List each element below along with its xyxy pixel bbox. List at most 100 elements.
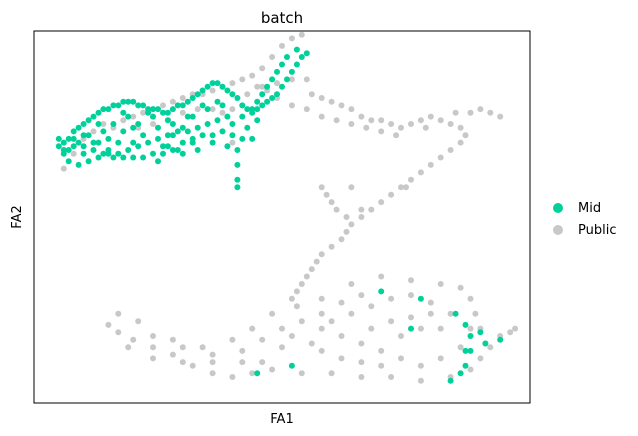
point-mid xyxy=(75,124,82,131)
point-public xyxy=(318,325,325,332)
point-public xyxy=(408,277,414,284)
point-public xyxy=(338,236,345,243)
point-public xyxy=(422,124,429,131)
point-public xyxy=(427,299,434,306)
point-public xyxy=(209,106,216,113)
point-public xyxy=(368,206,375,213)
point-public xyxy=(120,117,127,124)
point-public xyxy=(279,325,285,332)
point-mid xyxy=(120,154,127,161)
point-public xyxy=(328,318,335,325)
point-mid xyxy=(140,102,147,109)
point-public xyxy=(437,281,444,287)
point-public xyxy=(408,121,414,127)
point-public xyxy=(427,161,434,168)
point-public xyxy=(378,199,385,206)
point-mid xyxy=(169,132,176,139)
point-public xyxy=(338,333,345,339)
point-mid xyxy=(105,106,112,113)
point-public xyxy=(150,121,156,127)
point-public xyxy=(298,31,305,38)
point-mid xyxy=(274,91,280,98)
point-public xyxy=(457,124,464,131)
chart-title: batch xyxy=(261,9,303,27)
point-mid xyxy=(209,80,216,87)
point-mid xyxy=(417,295,424,302)
point-public xyxy=(313,258,320,265)
point-public xyxy=(388,374,395,380)
point-mid xyxy=(90,147,97,153)
point-public xyxy=(457,344,464,351)
point-public xyxy=(343,228,350,235)
point-public xyxy=(303,106,310,113)
points-layer xyxy=(55,31,519,384)
point-mid xyxy=(303,50,310,57)
point-mid xyxy=(110,121,117,127)
legend-item-mid: Mid xyxy=(549,197,616,219)
point-public xyxy=(358,113,365,120)
point-public xyxy=(259,336,266,343)
point-mid xyxy=(85,117,92,124)
point-mid xyxy=(462,321,469,328)
point-mid xyxy=(264,83,271,90)
point-public xyxy=(437,117,444,124)
point-mid xyxy=(234,147,241,153)
point-public xyxy=(437,154,444,161)
point-mid xyxy=(75,161,82,168)
point-public xyxy=(393,132,400,139)
point-public xyxy=(333,117,340,124)
point-mid xyxy=(130,98,137,105)
point-mid xyxy=(447,377,454,384)
point-public xyxy=(323,191,330,198)
point-mid xyxy=(155,135,161,142)
point-public xyxy=(408,314,414,321)
point-public xyxy=(219,109,226,116)
point-public xyxy=(303,76,310,83)
point-mid xyxy=(194,124,201,131)
point-public xyxy=(135,318,142,325)
point-mid xyxy=(194,91,201,98)
point-mid xyxy=(239,113,246,120)
point-mid xyxy=(169,121,176,127)
point-mid xyxy=(452,310,459,317)
point-mid xyxy=(60,147,67,153)
point-mid xyxy=(135,143,142,150)
point-mid xyxy=(224,113,231,120)
point-mid xyxy=(145,139,152,146)
point-mid xyxy=(234,176,241,183)
point-public xyxy=(328,370,335,377)
point-mid xyxy=(199,102,206,109)
point-public xyxy=(467,366,474,373)
point-public xyxy=(348,310,355,317)
point-public xyxy=(288,102,295,109)
point-mid xyxy=(179,150,186,157)
point-mid xyxy=(110,154,117,161)
point-mid xyxy=(179,102,186,109)
point-public xyxy=(244,91,251,98)
point-mid xyxy=(234,184,241,191)
point-public xyxy=(239,347,246,354)
point-public xyxy=(249,370,256,377)
point-mid xyxy=(65,147,72,153)
point-mid xyxy=(239,135,246,142)
point-mid xyxy=(229,121,236,127)
point-public xyxy=(348,281,355,287)
point-mid xyxy=(164,117,171,124)
point-mid xyxy=(125,113,132,120)
point-mid xyxy=(219,102,226,109)
point-mid xyxy=(115,150,122,157)
point-public xyxy=(259,83,266,90)
point-public xyxy=(308,91,315,98)
point-public xyxy=(417,325,424,332)
point-mid xyxy=(189,113,196,120)
point-mid xyxy=(95,139,102,146)
point-public xyxy=(358,340,365,347)
point-public xyxy=(179,109,186,116)
point-public xyxy=(417,377,424,384)
point-public xyxy=(239,76,246,83)
point-public xyxy=(318,184,325,191)
point-mid xyxy=(75,139,82,146)
point-mid xyxy=(269,95,276,101)
point-mid xyxy=(105,147,112,153)
